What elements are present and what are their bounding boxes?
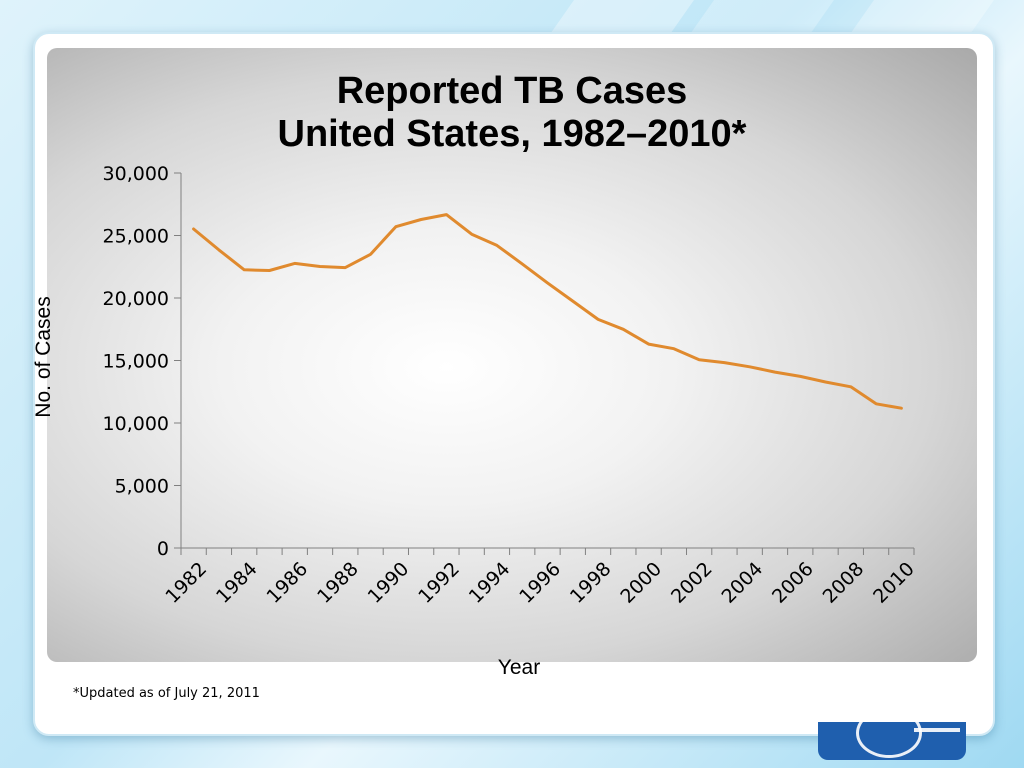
y-tick-label: 5,000	[115, 476, 169, 498]
x-axis-title: Year	[498, 656, 540, 679]
y-tick-label: 25,000	[103, 226, 169, 248]
x-tick-label: 1998	[566, 558, 616, 608]
x-tick-label: 2006	[768, 558, 818, 608]
agency-logo	[818, 722, 966, 760]
footnote: *Updated as of July 21, 2011	[73, 686, 260, 701]
x-tick-label: 1992	[414, 558, 464, 608]
plot-panel	[47, 48, 977, 662]
x-tick-label: 1986	[263, 558, 313, 608]
x-tick-label: 2008	[819, 558, 869, 608]
x-tick-label: 1984	[212, 558, 262, 608]
x-tick-label: 2010	[869, 558, 919, 608]
y-axis-title: No. of Cases	[32, 296, 55, 417]
tb-cases-series-line	[192, 213, 903, 410]
x-tick-label: 1994	[465, 558, 515, 608]
x-tick-label: 1982	[161, 558, 211, 608]
x-tick-label: 1990	[364, 558, 414, 608]
y-tick-label: 10,000	[103, 413, 169, 435]
x-tick-label: 1996	[515, 558, 565, 608]
y-tick-label: 30,000	[103, 163, 169, 185]
x-tick-label: 2002	[667, 558, 717, 608]
y-tick-label: 15,000	[103, 351, 169, 373]
x-tick-label: 1988	[313, 558, 363, 608]
y-tick-label: 0	[157, 538, 169, 560]
y-tick-label: 20,000	[103, 288, 169, 310]
chart-title-line-2: United States, 1982–2010*	[278, 113, 747, 155]
chart-title-line-1: Reported TB Cases	[337, 70, 688, 112]
x-tick-label: 2000	[616, 558, 666, 608]
x-tick-label: 2004	[717, 558, 767, 608]
